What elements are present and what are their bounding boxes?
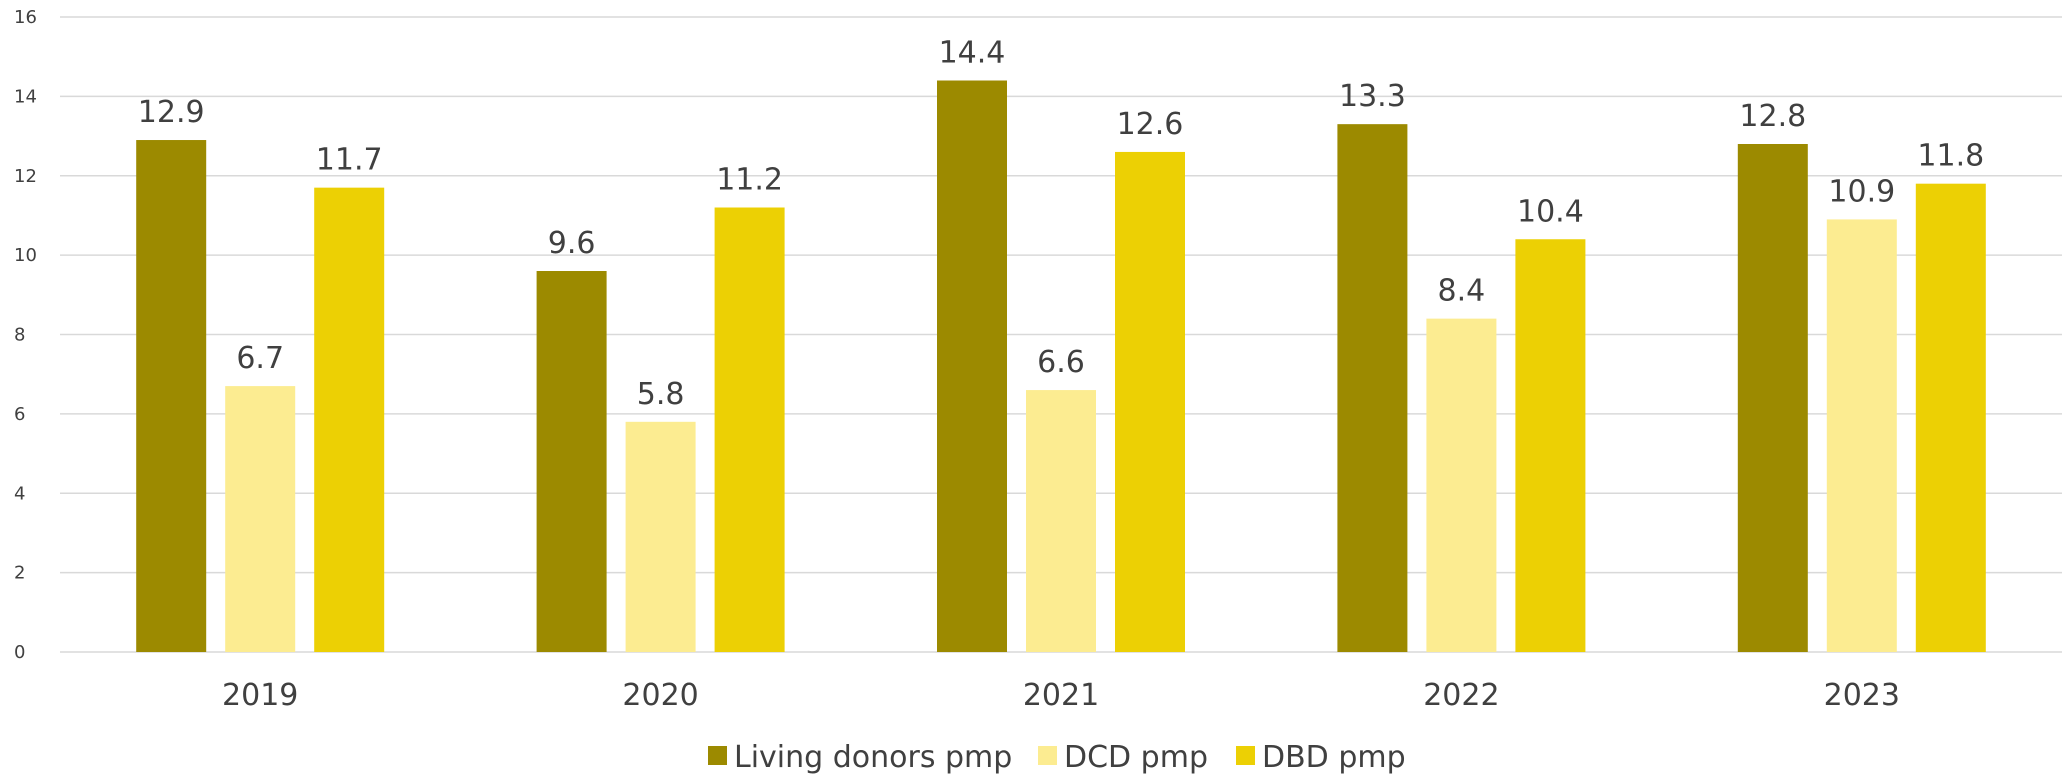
bar-dbd-pmp-2019 [314, 187, 385, 652]
data-label: 11.2 [716, 163, 783, 198]
bar-dbd-pmp-2022 [1515, 239, 1586, 652]
data-label: 9.6 [548, 226, 596, 261]
x-tick-label: 2023 [1824, 678, 1900, 713]
legend-label: DCD pmp [1064, 740, 1208, 775]
y-tick-label: 2 [14, 563, 25, 584]
bar-dcd-pmp-2020 [625, 421, 696, 652]
x-tick-label: 2020 [622, 678, 698, 713]
data-label: 12.8 [1739, 99, 1806, 134]
data-label: 5.8 [637, 377, 685, 412]
data-label: 11.8 [1917, 139, 1984, 174]
y-tick-label: 0 [14, 642, 25, 663]
legend-label: DBD pmp [1262, 740, 1406, 775]
bar-dbd-pmp-2023 [1915, 183, 1986, 652]
data-label: 8.4 [1438, 274, 1486, 309]
x-tick-label: 2019 [222, 678, 298, 713]
legend-label: Living donors pmp [734, 740, 1012, 775]
legend: Living donors pmp DCD pmp DBD pmp [708, 740, 1406, 775]
y-tick-label: 4 [14, 483, 25, 504]
x-axis-ticks: 2019 2020 2021 2022 2023 [222, 678, 1900, 713]
data-label: 6.6 [1037, 345, 1085, 380]
bars [136, 80, 1986, 652]
data-label: 10.9 [1828, 174, 1895, 209]
x-tick-label: 2021 [1023, 678, 1099, 713]
legend-swatch-living-donors-pmp [708, 746, 727, 765]
bar-dcd-pmp-2019 [225, 386, 296, 652]
bar-dcd-pmp-2022 [1426, 318, 1497, 652]
y-tick-label: 16 [14, 7, 37, 28]
data-label: 12.6 [1117, 107, 1184, 142]
bar-dbd-pmp-2021 [1115, 151, 1185, 652]
bar-living-donors-pmp-2019 [136, 140, 207, 652]
bar-living-donors-pmp-2023 [1737, 144, 1808, 652]
bar-dbd-pmp-2020 [714, 207, 785, 652]
bar-dcd-pmp-2023 [1826, 219, 1897, 652]
bar-living-donors-pmp-2021 [937, 80, 1007, 652]
x-tick-label: 2022 [1423, 678, 1499, 713]
data-label: 11.7 [316, 143, 383, 178]
data-label: 13.3 [1339, 79, 1406, 114]
data-label: 6.7 [236, 341, 284, 376]
y-tick-label: 12 [14, 166, 37, 187]
legend-swatch-dbd-pmp [1236, 746, 1255, 765]
data-label: 10.4 [1517, 194, 1584, 229]
legend-swatch-dcd-pmp [1038, 746, 1057, 765]
y-axis-ticks: 0 2 4 6 8 10 12 14 16 [14, 7, 37, 663]
gridlines [60, 16, 2062, 653]
y-tick-label: 10 [14, 245, 37, 266]
data-label: 14.4 [939, 36, 1006, 71]
bar-living-donors-pmp-2022 [1337, 124, 1408, 652]
data-label: 12.9 [138, 95, 205, 130]
data-labels: 12.9 6.7 11.7 9.6 5.8 11.2 14.4 6.6 12.6 13.3 8.4 1… [138, 36, 1984, 412]
bar-living-donors-pmp-2020 [536, 271, 607, 652]
y-tick-label: 6 [14, 404, 25, 425]
y-tick-label: 14 [14, 86, 37, 107]
y-tick-label: 8 [14, 325, 25, 346]
bar-dcd-pmp-2021 [1026, 390, 1096, 652]
